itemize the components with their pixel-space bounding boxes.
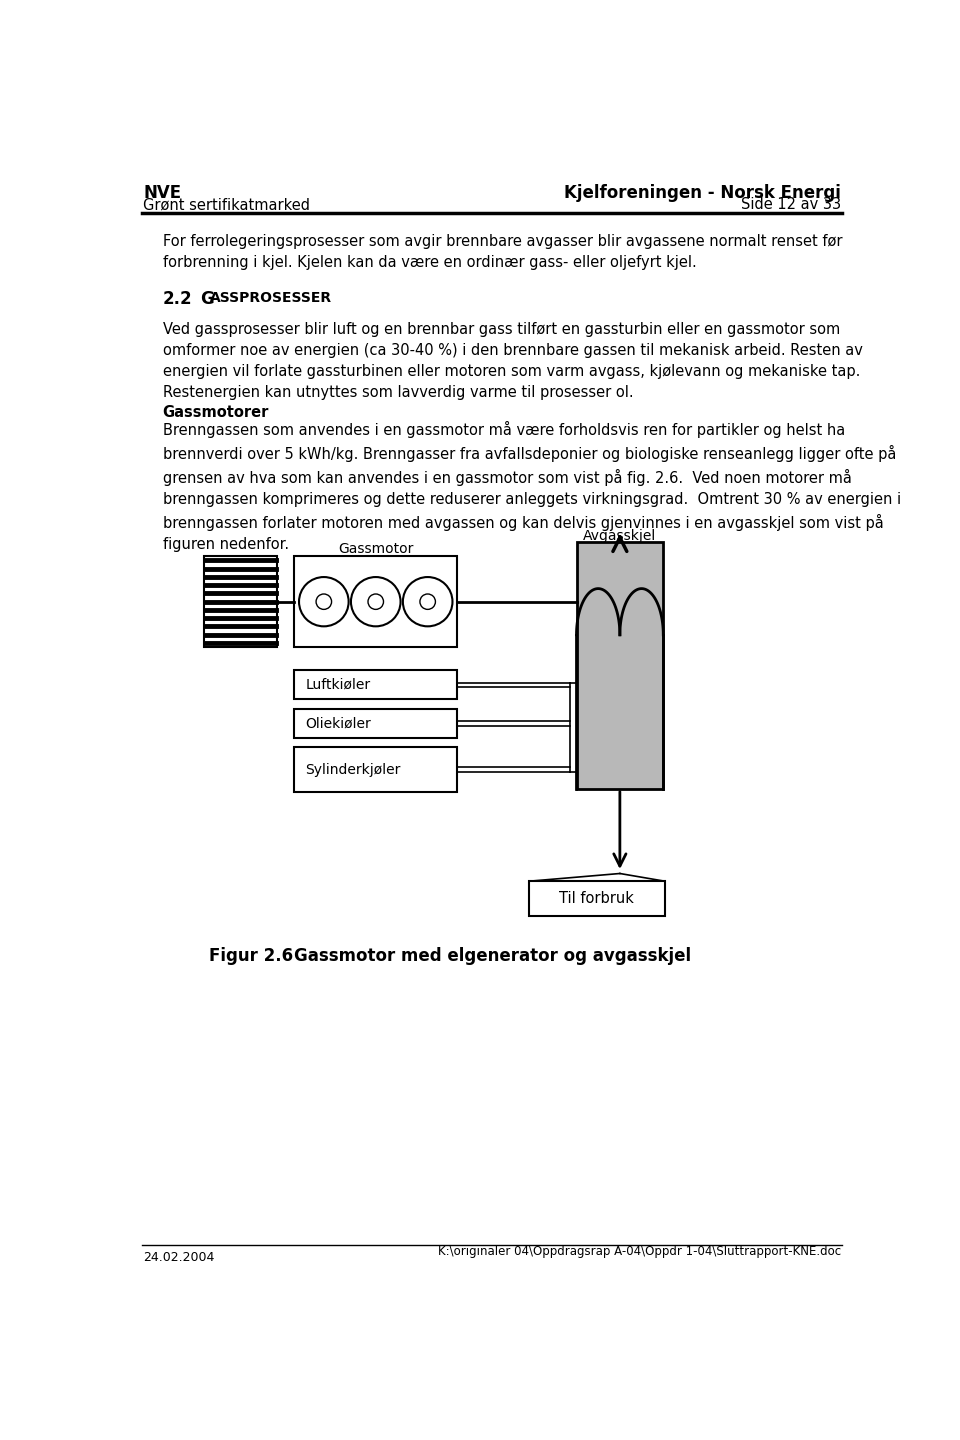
Text: Sylinderkjøler: Sylinderkjøler: [305, 763, 400, 776]
Text: G: G: [200, 289, 213, 308]
Bar: [204, 556, 277, 647]
Text: Side 12 av 33: Side 12 av 33: [740, 197, 841, 213]
Text: For ferrolegeringsprosesser som avgir brennbare avgasser blir avgassene normalt : For ferrolegeringsprosesser som avgir br…: [162, 235, 842, 271]
Bar: [295, 747, 457, 792]
Text: Grønt sertifikatmarked: Grønt sertifikatmarked: [143, 197, 310, 213]
Bar: [577, 543, 662, 789]
Bar: [295, 708, 457, 737]
Text: Gassmotor: Gassmotor: [338, 543, 414, 556]
Bar: [529, 881, 665, 916]
Bar: [295, 670, 457, 700]
Text: 2.2: 2.2: [162, 289, 192, 308]
Text: NVE: NVE: [143, 183, 181, 202]
Text: Luftkiøler: Luftkiøler: [305, 678, 371, 691]
Text: Gassmotor med elgenerator og avgasskjel: Gassmotor med elgenerator og avgasskjel: [295, 946, 691, 965]
Text: Kjelforeningen - Norsk Energi: Kjelforeningen - Norsk Energi: [564, 183, 841, 202]
Text: Til forbruk: Til forbruk: [559, 890, 634, 906]
Text: Oliekiøler: Oliekiøler: [305, 716, 371, 730]
Text: ASSPROSESSER: ASSPROSESSER: [210, 291, 332, 305]
Text: Gassmotorer: Gassmotorer: [162, 405, 269, 420]
Bar: [295, 556, 457, 647]
Text: K:\originaler 04\Oppdragsrap A-04\Oppdr 1-04\Sluttrapport-KNE.doc: K:\originaler 04\Oppdragsrap A-04\Oppdr …: [438, 1246, 841, 1259]
Text: 24.02.2004: 24.02.2004: [143, 1251, 215, 1264]
Text: Figur 2.6: Figur 2.6: [209, 946, 293, 965]
Text: Avgasskjel: Avgasskjel: [584, 528, 657, 543]
Text: Ved gassprosesser blir luft og en brennbar gass tilført en gassturbin eller en g: Ved gassprosesser blir luft og en brennb…: [162, 323, 862, 400]
Text: Brenngassen som anvendes i en gassmotor må være forholdsvis ren for partikler og: Brenngassen som anvendes i en gassmotor …: [162, 420, 900, 552]
